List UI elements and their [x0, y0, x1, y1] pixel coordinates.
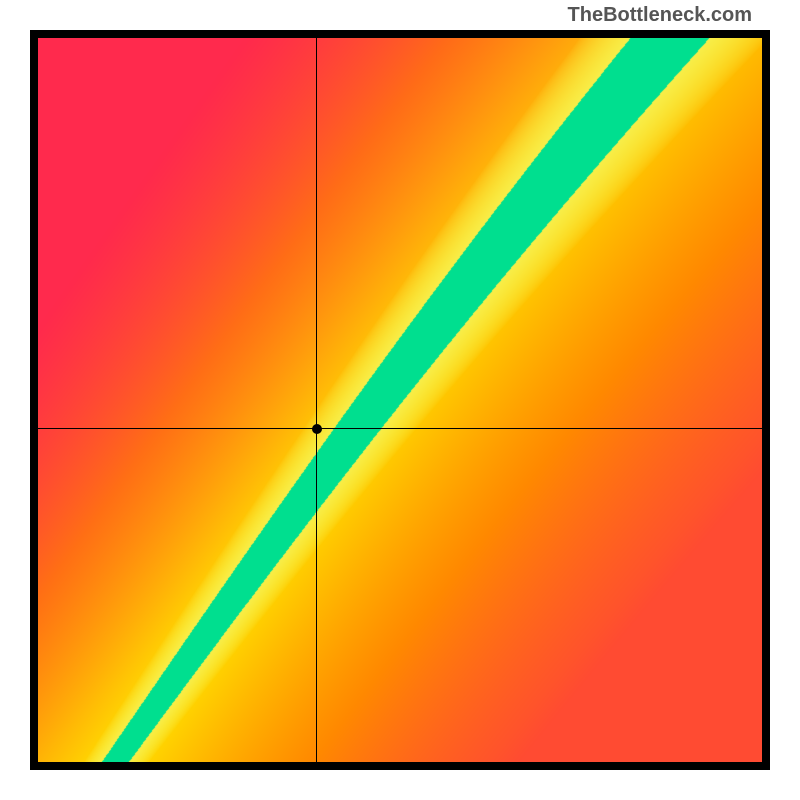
attribution-text: TheBottleneck.com — [568, 4, 752, 27]
heatmap-plot-area — [38, 38, 762, 762]
crosshair-horizontal — [38, 428, 762, 429]
crosshair-vertical — [316, 38, 317, 762]
heatmap-canvas — [38, 38, 762, 762]
bottleneck-marker-dot — [312, 424, 322, 434]
chart-outer-frame — [30, 30, 770, 770]
